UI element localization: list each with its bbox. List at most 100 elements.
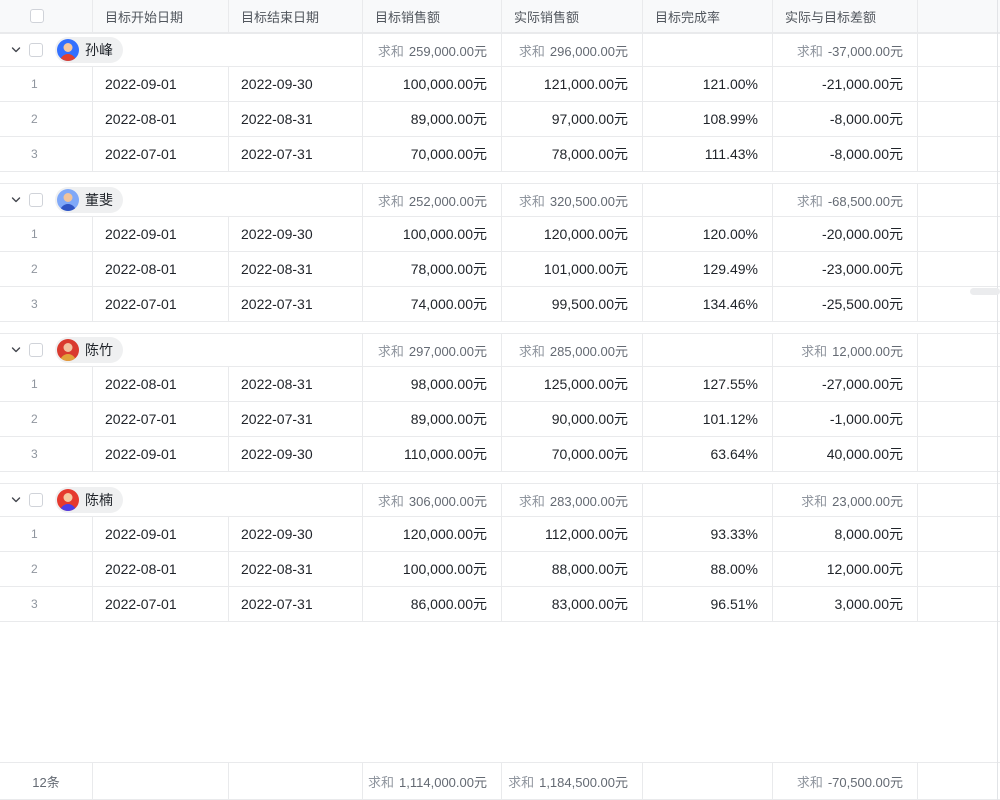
column-header-target-sales[interactable]: 目标销售额 bbox=[363, 0, 502, 32]
cell-actual-sales[interactable]: 125,000.00元 bbox=[502, 367, 643, 401]
cell-start-date[interactable]: 2022-07-01 bbox=[93, 402, 229, 436]
group-person-tag[interactable]: 陈楠 bbox=[55, 487, 123, 513]
cell-target-sales[interactable]: 74,000.00元 bbox=[363, 287, 502, 321]
cell-actual-sales[interactable]: 70,000.00元 bbox=[502, 437, 643, 471]
footer-sum-actual[interactable]: 求和 1,184,500.00元 bbox=[502, 763, 643, 799]
cell-target-sales[interactable]: 89,000.00元 bbox=[363, 402, 502, 436]
group-person-tag[interactable]: 孙峰 bbox=[55, 37, 123, 63]
cell-target-sales[interactable]: 86,000.00元 bbox=[363, 587, 502, 621]
cell-start-date[interactable]: 2022-08-01 bbox=[93, 252, 229, 286]
footer-sum-target[interactable]: 求和 1,114,000.00元 bbox=[363, 763, 502, 799]
cell-completion-rate[interactable]: 111.43% bbox=[643, 137, 773, 171]
cell-start-date[interactable]: 2022-08-01 bbox=[93, 552, 229, 586]
cell-difference[interactable]: -21,000.00元 bbox=[773, 67, 918, 101]
cell-actual-sales[interactable]: 83,000.00元 bbox=[502, 587, 643, 621]
cell-difference[interactable]: 12,000.00元 bbox=[773, 552, 918, 586]
cell-actual-sales[interactable]: 120,000.00元 bbox=[502, 217, 643, 251]
cell-actual-sales[interactable]: 99,500.00元 bbox=[502, 287, 643, 321]
cell-end-date[interactable]: 2022-07-31 bbox=[229, 287, 363, 321]
cell-end-date[interactable]: 2022-09-30 bbox=[229, 217, 363, 251]
cell-target-sales[interactable]: 100,000.00元 bbox=[363, 552, 502, 586]
cell-completion-rate[interactable]: 88.00% bbox=[643, 552, 773, 586]
row-number-cell[interactable]: 2 bbox=[0, 402, 93, 436]
chevron-down-icon[interactable] bbox=[10, 194, 22, 206]
column-header-difference[interactable]: 实际与目标差额 bbox=[773, 0, 918, 32]
cell-end-date[interactable]: 2022-08-31 bbox=[229, 252, 363, 286]
footer-sum-diff[interactable]: 求和 -70,500.00元 bbox=[773, 763, 918, 799]
cell-target-sales[interactable]: 100,000.00元 bbox=[363, 67, 502, 101]
cell-difference[interactable]: -8,000.00元 bbox=[773, 102, 918, 136]
cell-end-date[interactable]: 2022-08-31 bbox=[229, 102, 363, 136]
group-sum-diff[interactable]: 求和 12,000.00元 bbox=[773, 334, 918, 366]
cell-completion-rate[interactable]: 63.64% bbox=[643, 437, 773, 471]
cell-actual-sales[interactable]: 97,000.00元 bbox=[502, 102, 643, 136]
cell-start-date[interactable]: 2022-09-01 bbox=[93, 67, 229, 101]
chevron-down-icon[interactable] bbox=[10, 44, 22, 56]
group-sum-target[interactable]: 求和 297,000.00元 bbox=[363, 334, 502, 366]
cell-completion-rate[interactable]: 96.51% bbox=[643, 587, 773, 621]
cell-end-date[interactable]: 2022-08-31 bbox=[229, 552, 363, 586]
cell-target-sales[interactable]: 98,000.00元 bbox=[363, 367, 502, 401]
row-number-cell[interactable]: 1 bbox=[0, 67, 93, 101]
group-sum-actual[interactable]: 求和 320,500.00元 bbox=[502, 184, 643, 216]
group-select-checkbox[interactable] bbox=[29, 193, 43, 207]
cell-end-date[interactable]: 2022-07-31 bbox=[229, 402, 363, 436]
cell-completion-rate[interactable]: 93.33% bbox=[643, 517, 773, 551]
cell-completion-rate[interactable]: 108.99% bbox=[643, 102, 773, 136]
row-number-cell[interactable]: 2 bbox=[0, 102, 93, 136]
footer-empty-cell[interactable] bbox=[229, 763, 363, 799]
cell-actual-sales[interactable]: 101,000.00元 bbox=[502, 252, 643, 286]
cell-end-date[interactable]: 2022-08-31 bbox=[229, 367, 363, 401]
cell-difference[interactable]: 40,000.00元 bbox=[773, 437, 918, 471]
cell-actual-sales[interactable]: 121,000.00元 bbox=[502, 67, 643, 101]
group-select-checkbox[interactable] bbox=[29, 43, 43, 57]
cell-completion-rate[interactable]: 134.46% bbox=[643, 287, 773, 321]
cell-end-date[interactable]: 2022-07-31 bbox=[229, 137, 363, 171]
group-sum-target[interactable]: 求和 259,000.00元 bbox=[363, 34, 502, 66]
cell-completion-rate[interactable]: 121.00% bbox=[643, 67, 773, 101]
cell-actual-sales[interactable]: 88,000.00元 bbox=[502, 552, 643, 586]
cell-difference[interactable]: -23,000.00元 bbox=[773, 252, 918, 286]
column-header-actual-sales[interactable]: 实际销售额 bbox=[502, 0, 643, 32]
row-number-cell[interactable]: 1 bbox=[0, 217, 93, 251]
select-all-checkbox[interactable] bbox=[30, 9, 44, 23]
group-person-tag[interactable]: 董斐 bbox=[55, 187, 123, 213]
chevron-down-icon[interactable] bbox=[10, 494, 22, 506]
cell-difference[interactable]: -20,000.00元 bbox=[773, 217, 918, 251]
cell-difference[interactable]: 3,000.00元 bbox=[773, 587, 918, 621]
group-person-tag[interactable]: 陈竹 bbox=[55, 337, 123, 363]
row-number-cell[interactable]: 2 bbox=[0, 552, 93, 586]
cell-start-date[interactable]: 2022-09-01 bbox=[93, 437, 229, 471]
group-sum-diff[interactable]: 求和 -37,000.00元 bbox=[773, 34, 918, 66]
group-select-checkbox[interactable] bbox=[29, 493, 43, 507]
cell-end-date[interactable]: 2022-09-30 bbox=[229, 517, 363, 551]
cell-start-date[interactable]: 2022-07-01 bbox=[93, 287, 229, 321]
cell-end-date[interactable]: 2022-09-30 bbox=[229, 437, 363, 471]
footer-empty-cell[interactable] bbox=[93, 763, 229, 799]
cell-target-sales[interactable]: 78,000.00元 bbox=[363, 252, 502, 286]
footer-empty-cell[interactable] bbox=[643, 763, 773, 799]
cell-completion-rate[interactable]: 127.55% bbox=[643, 367, 773, 401]
group-sum-diff[interactable]: 求和 -68,500.00元 bbox=[773, 184, 918, 216]
row-number-cell[interactable]: 3 bbox=[0, 137, 93, 171]
scrollbar-thumb[interactable] bbox=[970, 288, 1000, 295]
cell-difference[interactable]: -25,500.00元 bbox=[773, 287, 918, 321]
row-number-cell[interactable]: 1 bbox=[0, 517, 93, 551]
cell-target-sales[interactable]: 70,000.00元 bbox=[363, 137, 502, 171]
column-header-start-date[interactable]: 目标开始日期 bbox=[93, 0, 229, 32]
cell-actual-sales[interactable]: 78,000.00元 bbox=[502, 137, 643, 171]
group-sum-target[interactable]: 求和 306,000.00元 bbox=[363, 484, 502, 516]
group-sum-diff[interactable]: 求和 23,000.00元 bbox=[773, 484, 918, 516]
cell-target-sales[interactable]: 100,000.00元 bbox=[363, 217, 502, 251]
cell-completion-rate[interactable]: 101.12% bbox=[643, 402, 773, 436]
group-sum-actual[interactable]: 求和 296,000.00元 bbox=[502, 34, 643, 66]
column-header-completion-rate[interactable]: 目标完成率 bbox=[643, 0, 773, 32]
cell-target-sales[interactable]: 120,000.00元 bbox=[363, 517, 502, 551]
cell-start-date[interactable]: 2022-09-01 bbox=[93, 217, 229, 251]
chevron-down-icon[interactable] bbox=[10, 344, 22, 356]
cell-completion-rate[interactable]: 129.49% bbox=[643, 252, 773, 286]
group-sum-target[interactable]: 求和 252,000.00元 bbox=[363, 184, 502, 216]
row-number-cell[interactable]: 1 bbox=[0, 367, 93, 401]
column-header-end-date[interactable]: 目标结束日期 bbox=[229, 0, 363, 32]
group-sum-actual[interactable]: 求和 285,000.00元 bbox=[502, 334, 643, 366]
